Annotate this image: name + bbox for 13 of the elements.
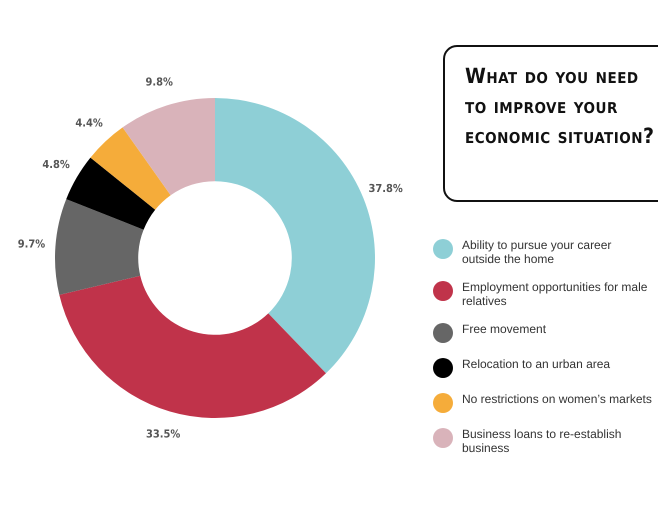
data-label: 37.8% bbox=[368, 182, 403, 196]
data-label: 33.5% bbox=[146, 427, 180, 440]
data-label: 9.7% bbox=[18, 238, 46, 251]
legend-label: Business loans to re-establish business bbox=[462, 427, 622, 455]
text: What do you need to improve your economic situation? bbox=[443, 45, 658, 202]
data-label: 9.8% bbox=[146, 76, 174, 89]
legend-label: No restrictions on women’s markets bbox=[462, 392, 652, 406]
legend-label: Employment opportunities for male relatives bbox=[462, 280, 648, 308]
legend-label: Ability to pursue your career outside the home bbox=[462, 238, 612, 266]
legend-label: Relocation to an urban area bbox=[462, 357, 610, 371]
data-label: 4.4% bbox=[75, 116, 103, 130]
legend-label: Free movement bbox=[462, 322, 546, 336]
data-label: 4.8% bbox=[42, 158, 70, 172]
